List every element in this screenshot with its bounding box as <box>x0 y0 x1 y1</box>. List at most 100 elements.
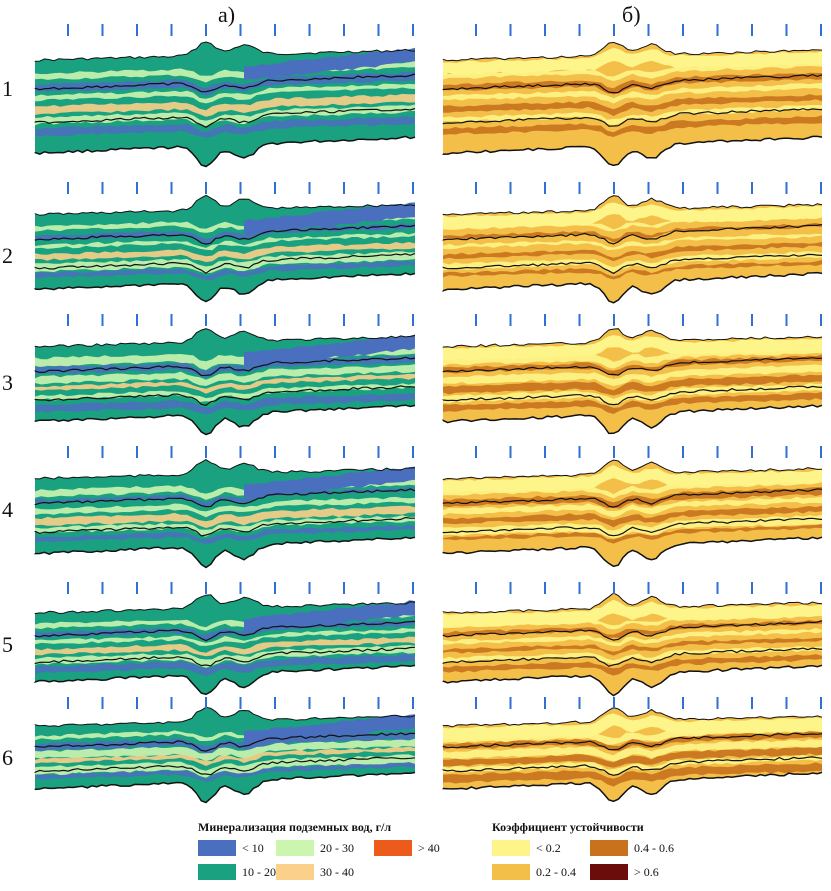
section-low-zone <box>244 600 415 634</box>
horizon-line <box>34 224 416 245</box>
section-bottom-line <box>442 664 823 697</box>
horizon-line <box>34 356 416 377</box>
horizon-line <box>442 620 823 641</box>
row-label-4: 4 <box>2 497 13 522</box>
section-top-line <box>442 707 823 728</box>
horizon-line <box>34 252 416 274</box>
section-band <box>443 233 822 250</box>
legend-item-lt02: < 0.2 <box>492 840 561 856</box>
section-band <box>35 116 415 138</box>
horizon-line <box>442 732 823 751</box>
section-band <box>35 628 415 646</box>
swatch <box>374 840 412 856</box>
horizon-line <box>34 488 416 508</box>
section-top-line <box>34 41 416 62</box>
section-light-zone <box>443 47 822 76</box>
horizon-line <box>34 73 416 93</box>
section-band <box>35 71 415 96</box>
horizon-line <box>442 385 823 406</box>
section-band <box>443 354 822 377</box>
section-band <box>35 222 415 244</box>
section-band <box>443 374 822 396</box>
section-band <box>443 514 822 539</box>
section-band <box>443 251 822 273</box>
legend-label: 30 - 40 <box>320 864 354 879</box>
section-bottom-line <box>442 271 823 304</box>
legend-item-gt40: > 40 <box>374 840 440 856</box>
legend-item-04-06: 0.4 - 0.6 <box>590 840 674 856</box>
horizon-line <box>442 756 823 776</box>
row-label-1: 1 <box>2 76 13 101</box>
section-band <box>443 746 822 768</box>
horizon-line <box>442 357 823 376</box>
horizon-line <box>442 647 823 667</box>
section-band <box>35 242 415 262</box>
section-band <box>443 762 822 787</box>
cross-sections <box>34 24 823 804</box>
section-top-line <box>34 328 416 348</box>
section-top-line <box>34 594 416 615</box>
section-band <box>443 383 822 406</box>
legend-item-30-40: 30 - 40 <box>276 864 354 880</box>
section-light-zone <box>443 465 822 494</box>
section-band <box>35 373 415 394</box>
horizon-line <box>34 620 416 642</box>
section-low-zone <box>244 47 415 81</box>
section-light-zone <box>443 599 822 628</box>
section-bottom-line <box>34 404 416 436</box>
horizon-line <box>34 516 415 537</box>
section-low-zone <box>244 334 415 367</box>
section-band <box>443 739 822 762</box>
legend-label: 0.2 - 0.4 <box>536 864 576 879</box>
section-top-line <box>442 592 823 614</box>
section-bottom-line <box>34 771 416 804</box>
section-band <box>443 364 822 387</box>
legend-item-20-30: 20 - 30 <box>276 840 354 856</box>
section-top-line <box>442 459 823 480</box>
section-light-zone <box>443 335 822 361</box>
section-band <box>35 645 415 668</box>
legend-item-10-20: 10 - 20 <box>198 864 276 880</box>
horizon-line <box>34 732 416 752</box>
section-band <box>35 636 415 657</box>
section-band <box>35 762 415 782</box>
section-light-zone <box>443 202 822 229</box>
horizon-line <box>34 756 416 776</box>
section-band <box>35 515 415 537</box>
section-bottom-line <box>34 272 416 303</box>
horizon-line <box>34 646 416 667</box>
section-band <box>35 364 415 386</box>
horizon-line <box>442 73 823 94</box>
horizon-line <box>442 108 823 127</box>
panel-a-title: а) <box>218 2 236 27</box>
horizon-line <box>442 253 823 275</box>
legend-label: 20 - 30 <box>320 840 354 855</box>
section-band <box>443 241 822 262</box>
section-bottom-line <box>442 404 823 435</box>
section-band <box>35 746 415 766</box>
legend-label: < 10 <box>242 840 264 855</box>
section-band <box>443 115 822 137</box>
section-band <box>443 524 822 544</box>
row-label-5: 5 <box>2 632 13 657</box>
row-label-3: 3 <box>2 370 13 395</box>
legend-label: > 40 <box>418 840 440 855</box>
section-band <box>443 731 822 752</box>
swatch <box>198 840 236 856</box>
section-bottom-line <box>442 536 823 568</box>
section-band <box>443 505 822 528</box>
section-band <box>35 738 415 761</box>
swatch <box>492 864 530 880</box>
section-bottom-line <box>442 135 823 167</box>
section-band <box>35 620 415 641</box>
section-bottom-line <box>34 536 416 569</box>
row-label-2: 2 <box>2 243 13 268</box>
section-band <box>35 383 415 402</box>
section-band <box>443 637 822 656</box>
section-top-line <box>442 328 823 349</box>
horizon-line <box>442 517 823 537</box>
section-bottom-line <box>442 771 823 803</box>
horizon-line <box>442 223 823 245</box>
swatch <box>590 864 628 880</box>
section-band <box>35 93 415 117</box>
